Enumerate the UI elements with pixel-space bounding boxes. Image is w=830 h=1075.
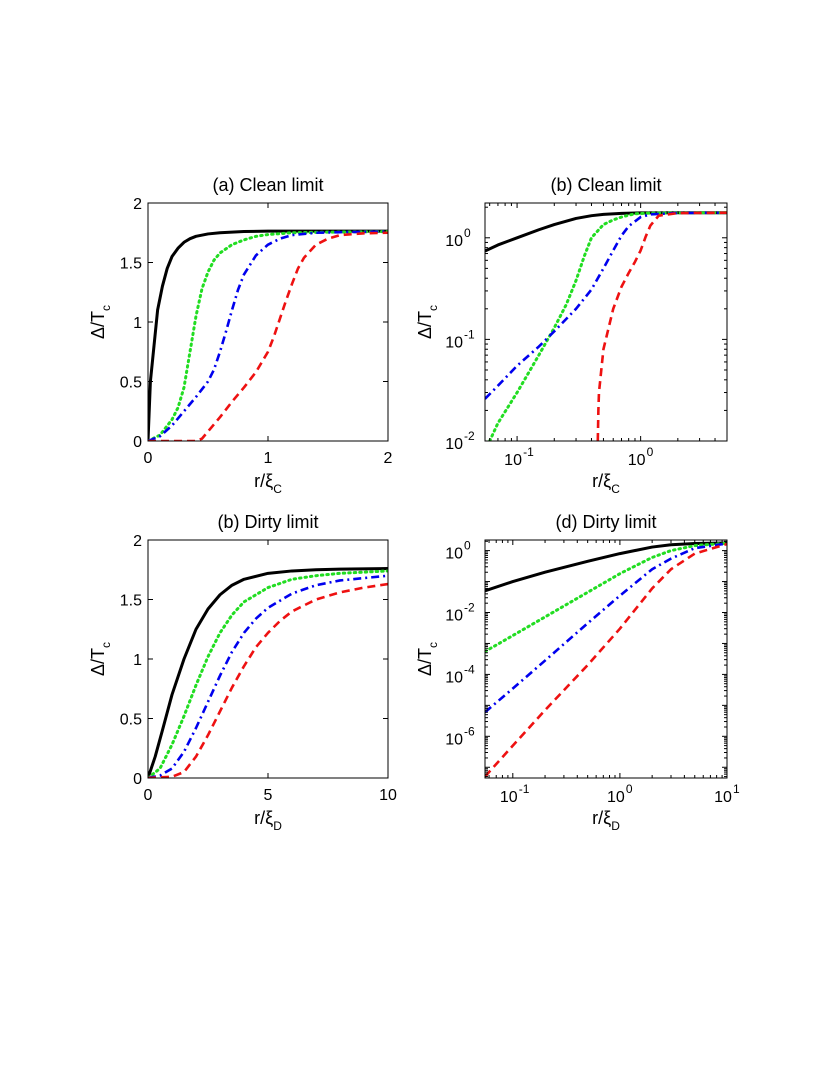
y-tick-exponent: -2 — [464, 601, 475, 615]
x-axis-label: r/ξC — [254, 471, 282, 496]
y-tick-label: 10 — [445, 731, 463, 748]
y-tick-label: 0.5 — [120, 712, 142, 729]
axes-frame — [484, 539, 728, 779]
y-tick-label: 1 — [133, 652, 142, 669]
x-tick-label: 10 — [379, 787, 397, 804]
series-line-solid — [485, 211, 727, 253]
series-group — [148, 229, 388, 441]
series-line-dashdot — [148, 230, 388, 441]
x-tick-exponent: 1 — [733, 782, 740, 796]
y-tick-label: 10 — [445, 546, 463, 563]
x-tick-label: 10 — [504, 452, 522, 469]
y-axis-label-sub: c — [99, 305, 113, 311]
y-axis-label-sub: c — [426, 642, 440, 648]
x-tick-label: 0 — [144, 787, 153, 804]
chart-title: (a) Clean limit — [212, 175, 323, 195]
y-tick-label: 1.5 — [120, 256, 142, 273]
axes-frame — [147, 202, 389, 442]
y-tick-label: 1.5 — [120, 593, 142, 610]
series-line-dotted — [148, 569, 388, 778]
x-axis-label: r/ξC — [592, 471, 620, 496]
x-tick-exponent: 0 — [626, 782, 633, 796]
x-tick-label: 0 — [144, 450, 153, 467]
chart-title: (b) Dirty limit — [218, 512, 319, 532]
y-tick-label: 2 — [133, 196, 142, 213]
chart-title: (b) Clean limit — [550, 175, 661, 195]
y-tick-exponent: -6 — [464, 724, 475, 738]
series-line-dotted — [485, 541, 727, 653]
y-tick-label: 2 — [133, 533, 142, 550]
x-tick-exponent: -1 — [519, 782, 530, 796]
y-tick-label: 10 — [445, 608, 463, 625]
y-tick-label: 0 — [133, 771, 142, 788]
y-axis-label: Δ/Tc — [88, 642, 113, 676]
series-line-dotted — [488, 211, 727, 441]
series-line-solid — [485, 541, 727, 593]
chart-a: (a) Clean limit 0 1 2 0 0.5 1 1.5 2 r/ξC Δ/Tc — [88, 175, 393, 496]
x-tick-label: 10 — [607, 789, 625, 806]
y-tick-exponent: 0 — [464, 539, 471, 553]
y-axis-label: Δ/Tc — [415, 305, 440, 339]
axes-frame — [484, 202, 728, 442]
y-tick-label: 10 — [445, 334, 463, 351]
x-axis-label: r/ξD — [254, 808, 282, 833]
x-tick-label: 5 — [264, 787, 273, 804]
x-tick-label: 10 — [628, 452, 646, 469]
series-line-dashed — [148, 231, 388, 441]
x-tick-exponent: -1 — [523, 445, 534, 459]
series-group — [485, 211, 727, 441]
series-line-solid — [148, 229, 388, 441]
y-axis-label-sub: c — [426, 305, 440, 311]
y-tick-label: 10 — [445, 669, 463, 686]
y-axis-label-sub: c — [99, 642, 113, 648]
x-tick-label: 1 — [264, 450, 273, 467]
series-group — [148, 567, 388, 778]
y-axis-label: Δ/Tc — [415, 642, 440, 676]
y-axis-label: Δ/Tc — [88, 305, 113, 339]
x-tick-label: 2 — [384, 450, 393, 467]
y-tick-exponent: -1 — [464, 327, 475, 341]
series-line-dashed — [148, 582, 388, 778]
x-tick-label: 10 — [500, 789, 518, 806]
series-group — [485, 541, 727, 778]
series-line-dashdot — [148, 574, 388, 778]
chart-c: (b) Dirty limit 0 5 10 0 0.5 1 1.5 2 r/ξD Δ/Tc — [88, 512, 397, 833]
y-tick-label: 1 — [133, 315, 142, 332]
series-line-dashdot — [485, 211, 727, 400]
x-axis-label-sub: C — [611, 482, 620, 496]
y-tick-label: 0 — [133, 434, 142, 451]
x-axis-label-sub: C — [273, 482, 282, 496]
series-line-dashdot — [485, 542, 727, 714]
series-line-dashed — [485, 542, 727, 778]
y-tick-label: 0.5 — [120, 375, 142, 392]
x-tick-label: 10 — [714, 789, 732, 806]
x-axis-label-sub: D — [611, 819, 620, 833]
x-axis-label-sub: D — [273, 819, 282, 833]
y-tick-exponent: -4 — [464, 662, 475, 676]
y-tick-exponent: -2 — [464, 429, 475, 443]
y-tick-exponent: 0 — [464, 226, 471, 240]
y-tick-label: 10 — [445, 436, 463, 453]
x-axis-label: r/ξD — [592, 808, 620, 833]
series-line-dotted — [148, 230, 388, 441]
y-tick-label: 10 — [445, 233, 463, 250]
x-tick-exponent: 0 — [647, 445, 654, 459]
chart-title: (d) Dirty limit — [556, 512, 657, 532]
series-line-dashed — [596, 211, 727, 441]
series-line-solid — [148, 567, 388, 778]
